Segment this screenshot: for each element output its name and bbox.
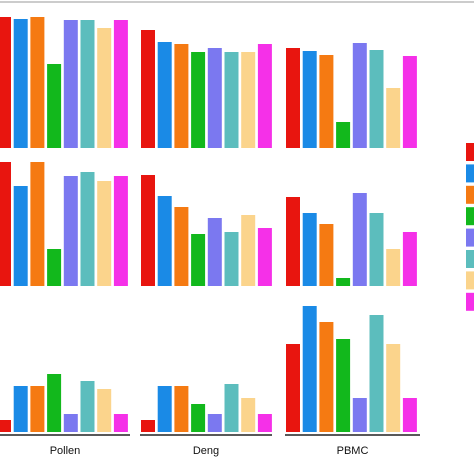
legend-swatch bbox=[466, 164, 474, 183]
bar bbox=[302, 213, 317, 286]
bar bbox=[174, 207, 189, 286]
bar bbox=[80, 381, 95, 432]
bar bbox=[319, 55, 334, 148]
legend-swatch bbox=[466, 185, 474, 204]
bar bbox=[191, 234, 206, 286]
legend-swatch bbox=[466, 207, 474, 226]
bar bbox=[63, 414, 78, 432]
bar bbox=[141, 420, 155, 432]
bar bbox=[174, 386, 189, 432]
bar bbox=[80, 20, 95, 148]
bar bbox=[191, 404, 206, 432]
bar bbox=[352, 43, 367, 148]
bar bbox=[241, 398, 256, 432]
bar bbox=[113, 414, 128, 432]
bar bbox=[257, 414, 272, 432]
bar bbox=[369, 315, 384, 432]
bar bbox=[224, 232, 239, 286]
legend-swatch bbox=[466, 292, 474, 311]
bar bbox=[63, 20, 78, 148]
bar bbox=[241, 52, 256, 148]
bar bbox=[207, 218, 222, 286]
legend-swatch bbox=[466, 250, 474, 268]
bar bbox=[257, 44, 272, 148]
bar bbox=[319, 322, 334, 432]
bar bbox=[336, 278, 351, 286]
bar bbox=[224, 52, 239, 148]
bar bbox=[30, 17, 45, 148]
bar bbox=[47, 249, 62, 286]
bar bbox=[13, 386, 28, 432]
bar bbox=[157, 386, 172, 432]
bar bbox=[386, 88, 401, 148]
bar bbox=[207, 414, 222, 432]
bar bbox=[113, 176, 128, 286]
bar bbox=[302, 51, 317, 148]
bar bbox=[191, 52, 206, 148]
bar bbox=[97, 28, 112, 148]
bar bbox=[63, 176, 78, 286]
x-tick-label: Deng bbox=[193, 445, 219, 457]
bar bbox=[336, 339, 351, 432]
legend-swatch bbox=[466, 271, 474, 290]
bar bbox=[157, 42, 172, 148]
bar bbox=[30, 386, 45, 432]
bar bbox=[369, 50, 384, 148]
bar bbox=[369, 213, 384, 286]
bar bbox=[157, 196, 172, 286]
legend-swatch bbox=[466, 143, 474, 161]
bar bbox=[80, 172, 95, 286]
bar bbox=[302, 306, 317, 432]
bar bbox=[141, 30, 155, 148]
bar bbox=[336, 122, 351, 148]
bar bbox=[0, 17, 11, 148]
x-tick-label: PBMC bbox=[337, 445, 369, 457]
bar bbox=[113, 20, 128, 148]
bar bbox=[207, 48, 222, 148]
bar bbox=[30, 162, 45, 286]
bar bbox=[97, 389, 112, 432]
legend-swatch bbox=[466, 228, 474, 247]
bar bbox=[257, 228, 272, 286]
bar bbox=[241, 215, 256, 286]
bar bbox=[141, 175, 155, 286]
bar bbox=[352, 398, 367, 432]
bar bbox=[174, 44, 189, 148]
bar bbox=[13, 186, 28, 286]
bar bbox=[0, 420, 11, 432]
bar bbox=[402, 56, 417, 148]
bar bbox=[386, 249, 401, 286]
bar bbox=[402, 398, 417, 432]
bar bbox=[224, 384, 239, 432]
bar bbox=[97, 181, 112, 286]
bar bbox=[286, 344, 300, 432]
bar bbox=[352, 193, 367, 286]
bar bbox=[13, 19, 28, 148]
bar bbox=[386, 344, 401, 432]
bar bbox=[286, 48, 300, 148]
bar bbox=[402, 232, 417, 286]
bar bbox=[286, 197, 300, 286]
bar bbox=[0, 162, 11, 286]
bar bbox=[47, 64, 62, 148]
x-tick-label: Pollen bbox=[50, 445, 81, 457]
bar bbox=[47, 374, 62, 432]
bar bbox=[319, 224, 334, 286]
